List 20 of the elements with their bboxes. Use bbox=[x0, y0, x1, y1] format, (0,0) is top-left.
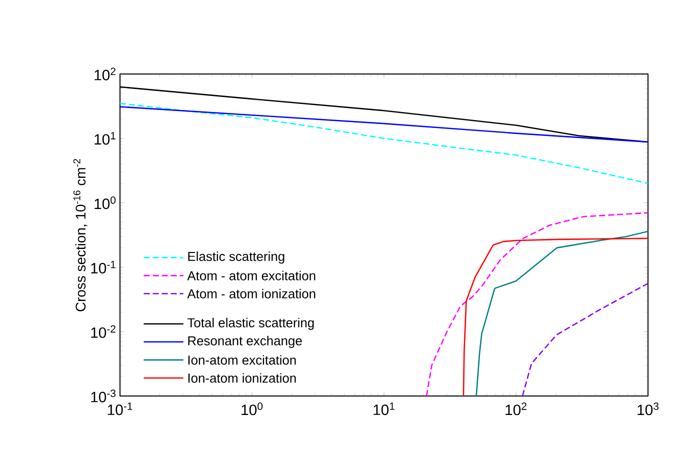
y-tick-label: 10$^{-1}$ bbox=[91, 260, 116, 274]
x-tick-label: 10$^{3}$ bbox=[638, 402, 659, 416]
legend-label: Total elastic scattering bbox=[187, 318, 314, 330]
y-tick-label: 10$^{-3}$ bbox=[91, 390, 116, 402]
x-tick-label: 10$^{0}$ bbox=[242, 402, 263, 416]
y-tick-label: 10$^{2}$ bbox=[94, 68, 116, 80]
y-tick-label: 10$^{0}$ bbox=[94, 196, 116, 210]
x-tick-label: 10$^{-1}$ bbox=[108, 402, 132, 416]
line-series bbox=[120, 106, 648, 143]
legend-label: Ion-atom ionization bbox=[188, 373, 296, 383]
x-tick-label: 10$^{1}$ bbox=[374, 402, 394, 416]
y-axis-title: Cross section, 10$^{-16}$ cm$^{-2}$ bbox=[73, 158, 88, 312]
legend-label: Elastic scattering bbox=[188, 252, 284, 264]
x-tick-label: 10$^{2}$ bbox=[506, 402, 526, 416]
legend-label: Resonant exchange bbox=[188, 336, 302, 348]
legend-label: Atom - atom ionization bbox=[187, 288, 316, 298]
y-tick-label: 10$^{-2}$ bbox=[91, 325, 116, 338]
legend-label: Ion-atom excitation bbox=[188, 355, 296, 365]
y-tick-label: 10$^{1}$ bbox=[94, 132, 116, 145]
legend-label: Atom - atom excitation bbox=[187, 270, 316, 280]
